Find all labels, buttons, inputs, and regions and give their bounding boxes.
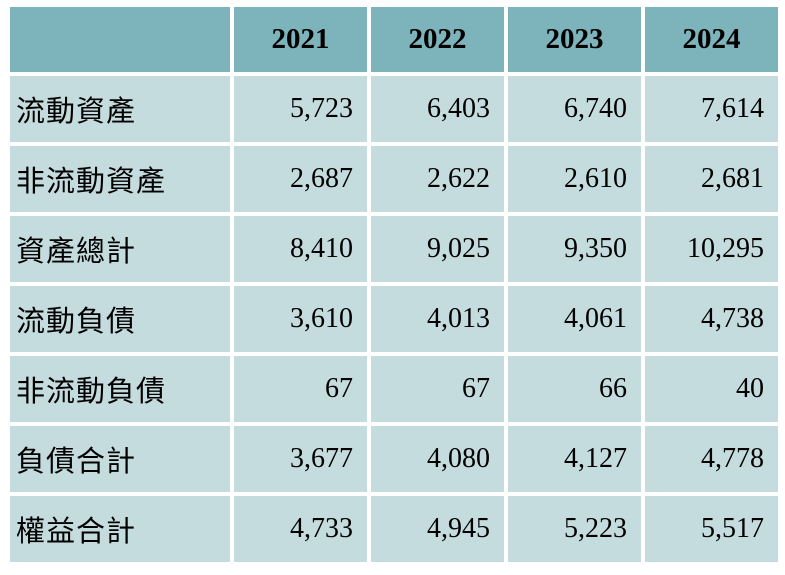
table-cell: 2,681 [645, 146, 778, 212]
table-row: 非流動資產 2,687 2,622 2,610 2,681 [10, 146, 778, 212]
table-cell: 67 [234, 356, 367, 422]
row-label-current-liabilities: 流動負債 [10, 286, 230, 352]
header-year-2022: 2022 [371, 7, 504, 72]
row-label-non-current-liabilities: 非流動負債 [10, 356, 230, 422]
balance-sheet-table: 2021 2022 2023 2024 流動資產 5,723 6,403 6,7… [6, 3, 782, 566]
row-label-total-assets: 資產總計 [10, 216, 230, 282]
table-cell: 4,778 [645, 426, 778, 492]
table-cell: 7,614 [645, 76, 778, 142]
row-label-total-liabilities: 負債合計 [10, 426, 230, 492]
table-cell: 5,517 [645, 496, 778, 562]
table-cell: 4,127 [508, 426, 641, 492]
table-cell: 3,677 [234, 426, 367, 492]
table-cell: 9,025 [371, 216, 504, 282]
table-row: 資產總計 8,410 9,025 9,350 10,295 [10, 216, 778, 282]
table-row: 非流動負債 67 67 66 40 [10, 356, 778, 422]
header-year-2021: 2021 [234, 7, 367, 72]
table-cell: 40 [645, 356, 778, 422]
table-cell: 66 [508, 356, 641, 422]
table-row: 負債合計 3,677 4,080 4,127 4,778 [10, 426, 778, 492]
table-cell: 4,061 [508, 286, 641, 352]
table-cell: 5,723 [234, 76, 367, 142]
table-cell: 3,610 [234, 286, 367, 352]
header-corner-cell [10, 7, 230, 72]
table-cell: 2,610 [508, 146, 641, 212]
table-cell: 4,013 [371, 286, 504, 352]
table-cell: 6,740 [508, 76, 641, 142]
table-cell: 10,295 [645, 216, 778, 282]
table-row: 流動負債 3,610 4,013 4,061 4,738 [10, 286, 778, 352]
row-label-current-assets: 流動資產 [10, 76, 230, 142]
table-cell: 6,403 [371, 76, 504, 142]
table-cell: 4,733 [234, 496, 367, 562]
table-cell: 67 [371, 356, 504, 422]
financial-table-container: 2021 2022 2023 2024 流動資產 5,723 6,403 6,7… [6, 3, 779, 566]
table-cell: 4,738 [645, 286, 778, 352]
table-cell: 9,350 [508, 216, 641, 282]
row-label-non-current-assets: 非流動資產 [10, 146, 230, 212]
table-cell: 2,622 [371, 146, 504, 212]
table-cell: 4,945 [371, 496, 504, 562]
header-year-2024: 2024 [645, 7, 778, 72]
table-row: 權益合計 4,733 4,945 5,223 5,517 [10, 496, 778, 562]
table-cell: 2,687 [234, 146, 367, 212]
table-cell: 4,080 [371, 426, 504, 492]
table-cell: 8,410 [234, 216, 367, 282]
row-label-total-equity: 權益合計 [10, 496, 230, 562]
table-cell: 5,223 [508, 496, 641, 562]
table-row: 流動資產 5,723 6,403 6,740 7,614 [10, 76, 778, 142]
header-year-2023: 2023 [508, 7, 641, 72]
header-row: 2021 2022 2023 2024 [10, 7, 778, 72]
